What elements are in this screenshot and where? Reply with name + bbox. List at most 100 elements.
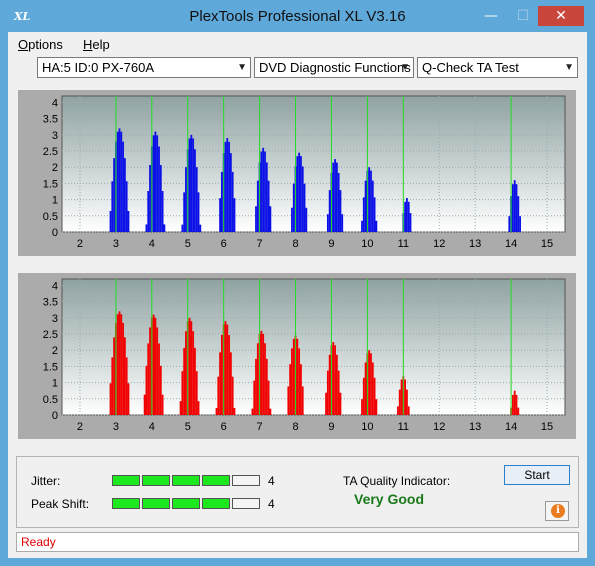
y-tick-label: 3: [52, 130, 58, 142]
x-tick-label: 3: [113, 238, 119, 250]
start-button-label: Start: [524, 468, 550, 482]
histogram-bar: [197, 401, 200, 415]
meter-segment: [142, 475, 170, 486]
histogram-bar: [339, 392, 342, 415]
x-tick-label: 3: [113, 421, 119, 433]
histogram-bar: [397, 406, 399, 415]
histogram-bar: [292, 183, 295, 232]
histogram-bar: [256, 180, 259, 232]
histogram-bar: [197, 192, 200, 232]
maximize-button[interactable]: ☐: [516, 8, 530, 24]
histogram-bar: [260, 330, 263, 415]
y-tick-label: 3.5: [43, 297, 58, 309]
y-tick-label: 1.5: [43, 361, 58, 373]
histogram-bar: [179, 401, 182, 415]
histogram-bar: [339, 190, 342, 232]
histogram-bar: [161, 394, 164, 415]
peak-shift-chart: 4 3.5 3 2.5 2 1.5 1 0.5 0 2 3 4 5 6 7 8 9 10 11 12 13 14 15: [43, 278, 566, 433]
test-select[interactable]: Q-Check TA Test ▼: [417, 57, 578, 78]
histogram-bar: [220, 171, 223, 232]
histogram-bar: [373, 377, 376, 415]
histogram-bar: [145, 365, 148, 415]
peak-shift-label: Peak Shift:: [31, 497, 90, 511]
info-icon: i: [551, 504, 565, 518]
drive-select[interactable]: HA:5 ID:0 PX-760A ▼: [37, 57, 251, 78]
histogram-bar: [185, 167, 187, 232]
histogram-bar: [217, 376, 220, 415]
histogram-bar: [231, 171, 234, 232]
histogram-bar: [215, 407, 218, 415]
histogram-bar: [111, 181, 114, 232]
histogram-bar: [368, 167, 371, 232]
info-button[interactable]: i: [545, 501, 569, 521]
peak-shift-value: 4: [268, 497, 275, 511]
histogram-bar: [375, 399, 378, 415]
function-select[interactable]: DVD Diagnostic Functions ▼: [254, 57, 414, 78]
histogram-bar: [149, 327, 151, 415]
x-tick-label: 7: [257, 238, 263, 250]
histogram-bar: [291, 207, 293, 232]
x-tick-label: 9: [328, 421, 334, 433]
meter-segment: [172, 498, 200, 509]
histogram-bar: [303, 183, 306, 232]
histogram-bar: [265, 162, 268, 232]
histogram-bar: [163, 224, 166, 232]
x-tick-label: 4: [149, 421, 155, 433]
x-tick-label: 14: [505, 421, 517, 433]
histogram-bar: [149, 165, 151, 232]
histogram-bar: [220, 334, 223, 415]
histogram-bar: [152, 314, 155, 415]
meter-segment: [112, 475, 140, 486]
histogram-bar: [301, 386, 304, 415]
histogram-bar: [181, 224, 184, 232]
menu-options[interactable]: Options: [18, 37, 63, 52]
histogram-bar: [219, 198, 221, 232]
close-button[interactable]: ✕: [538, 6, 584, 26]
y-tick-label: 0: [52, 410, 58, 422]
histogram-bar: [127, 383, 130, 415]
histogram-bar: [118, 311, 121, 415]
x-tick-label: 12: [433, 238, 445, 250]
client-area: Options Help HA:5 ID:0 PX-760A ▼ DVD Dia…: [8, 32, 587, 558]
histogram-bar: [332, 342, 335, 415]
drive-select-value: HA:5 ID:0 PX-760A: [42, 60, 154, 75]
histogram-bar: [154, 317, 157, 415]
x-tick-label: 11: [398, 421, 409, 433]
meter-segment: [202, 498, 230, 509]
histogram-bar: [267, 180, 270, 232]
histogram-bar: [326, 214, 329, 232]
histogram-bar: [371, 362, 374, 415]
histogram-bar: [298, 348, 301, 415]
histogram-bar: [296, 338, 299, 415]
histogram-bar: [224, 321, 227, 415]
x-tick-label: 9: [328, 238, 334, 250]
histogram-bar: [332, 162, 335, 232]
histogram-bar: [188, 317, 191, 415]
histogram-bar: [341, 214, 344, 232]
histogram-bar: [255, 358, 257, 415]
histogram-bar: [116, 314, 119, 415]
histogram-bar: [300, 156, 302, 232]
chevron-down-icon: ▼: [237, 62, 247, 73]
title-bar[interactable]: XL PlexTools Professional XL V3.16 — ☐ ✕: [0, 0, 595, 32]
jitter-label: Jitter:: [31, 474, 61, 488]
x-tick-label: 8: [292, 238, 298, 250]
histogram-bar: [219, 352, 221, 415]
start-button[interactable]: Start: [504, 465, 570, 485]
histogram-bar: [190, 134, 193, 232]
histogram-bar: [195, 371, 198, 415]
x-tick-label: 5: [185, 238, 191, 250]
histogram-bar: [143, 394, 146, 415]
menu-help[interactable]: Help: [83, 37, 110, 52]
histogram-bar: [152, 135, 155, 232]
histogram-bar: [335, 162, 338, 232]
results-panel: Jitter: 4 Peak Shift: 4 TA Quality Indic…: [16, 456, 579, 528]
histogram-bar: [194, 347, 196, 415]
y-tick-label: 1.5: [43, 178, 58, 190]
x-tick-label: 6: [221, 238, 227, 250]
histogram-bar: [409, 213, 412, 232]
histogram-bar: [407, 406, 410, 415]
histogram-bar: [517, 196, 520, 232]
minimize-button[interactable]: —: [484, 8, 498, 24]
jitter-chart: 4 3.5 3 2.5 2 1.5 1 0.5 0 2 3 4 5 6 7 8 9 10 11 12 13 14 15: [43, 95, 566, 250]
